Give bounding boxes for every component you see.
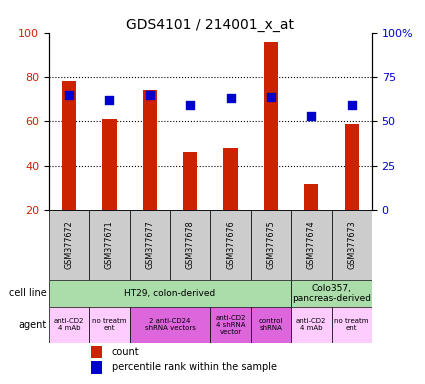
Bar: [332, 210, 372, 280]
Text: GSM377672: GSM377672: [65, 221, 74, 270]
Text: agent: agent: [19, 320, 47, 330]
Bar: [91, 361, 102, 374]
Text: 2 anti-CD24
shRNA vectors: 2 anti-CD24 shRNA vectors: [144, 318, 196, 331]
Text: anti-CD2
4 mAb: anti-CD2 4 mAb: [296, 318, 326, 331]
Text: GSM377671: GSM377671: [105, 221, 114, 269]
Text: GSM377673: GSM377673: [347, 221, 356, 269]
Bar: [332, 306, 372, 343]
Bar: [210, 306, 251, 343]
Bar: [49, 280, 291, 306]
Text: Colo357,
pancreas-derived: Colo357, pancreas-derived: [292, 283, 371, 303]
Point: [268, 93, 275, 99]
Text: GSM377678: GSM377678: [186, 221, 195, 269]
Bar: [224, 148, 238, 210]
Bar: [49, 306, 89, 343]
Point: [348, 103, 355, 109]
Text: count: count: [112, 347, 139, 357]
Text: anti-CD2
4 shRNA
vector: anti-CD2 4 shRNA vector: [215, 315, 246, 335]
Text: cell line: cell line: [9, 288, 47, 298]
Bar: [291, 306, 332, 343]
Bar: [170, 210, 210, 280]
Text: no treatm
ent: no treatm ent: [92, 318, 127, 331]
Text: GSM377676: GSM377676: [226, 221, 235, 269]
Text: GSM377677: GSM377677: [145, 221, 154, 270]
Title: GDS4101 / 214001_x_at: GDS4101 / 214001_x_at: [126, 18, 295, 31]
Text: percentile rank within the sample: percentile rank within the sample: [112, 362, 277, 372]
Bar: [304, 184, 318, 210]
Point: [227, 95, 234, 101]
Bar: [143, 90, 157, 210]
Bar: [89, 210, 130, 280]
Point: [106, 97, 113, 103]
Point: [65, 92, 72, 98]
Point: [187, 103, 193, 109]
Text: control
shRNA: control shRNA: [259, 318, 283, 331]
Text: HT29, colon-derived: HT29, colon-derived: [125, 289, 215, 298]
Bar: [210, 210, 251, 280]
Bar: [49, 210, 89, 280]
Bar: [345, 124, 359, 210]
Text: GSM377675: GSM377675: [266, 221, 275, 270]
Bar: [183, 152, 197, 210]
Bar: [291, 280, 372, 306]
Point: [308, 113, 314, 119]
Text: no treatm
ent: no treatm ent: [334, 318, 369, 331]
Text: anti-CD2
4 mAb: anti-CD2 4 mAb: [54, 318, 84, 331]
Bar: [130, 306, 210, 343]
Text: GSM377674: GSM377674: [307, 221, 316, 269]
Bar: [291, 210, 332, 280]
Bar: [130, 210, 170, 280]
Bar: [102, 119, 116, 210]
Bar: [251, 306, 291, 343]
Point: [146, 92, 153, 98]
Bar: [62, 81, 76, 210]
Bar: [89, 306, 130, 343]
Bar: [251, 210, 291, 280]
Bar: [91, 346, 102, 358]
Bar: [264, 41, 278, 210]
